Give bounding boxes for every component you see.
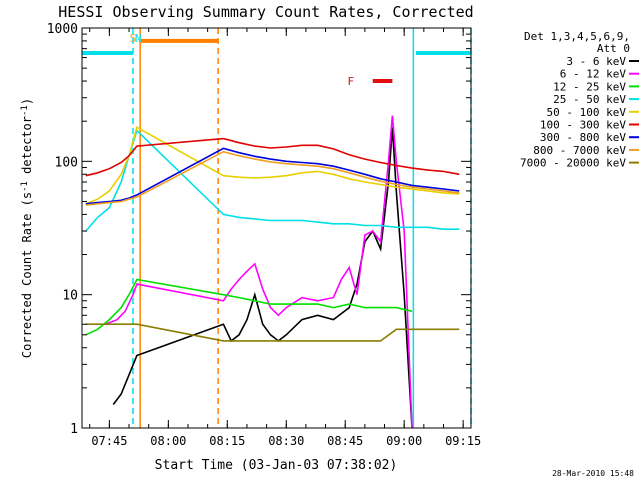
legend-title-line1: Det 1,3,4,5,6,9, [524,30,630,43]
series-line-7000-20000-kev [85,323,460,342]
series-line-3-6-kev [112,127,413,429]
y-tick-label: 1000 [47,22,78,37]
y-axis-label-sup1: -1 [20,181,30,192]
series-line-6-12-kev [105,115,413,429]
y-tick-label: 10 [62,289,78,304]
legend-entry-50-100-kev: 50 - 100 keV [547,106,627,119]
legend-entry-3-6-kev: 3 - 6 keV [566,55,626,68]
y-axis-label-sup2: -1 [20,105,30,116]
y-axis: 1 10 100 1000 [47,22,471,437]
y-tick-label: 100 [55,155,78,170]
plot-frame [81,27,472,429]
series-line-50-100-kev [85,126,460,205]
legend-entry-7000-20000-kev: 7000 - 20000 keV [520,157,626,170]
x-tick-label: 09:15 [445,434,481,448]
legend-entry-25-50-kev: 25 - 50 keV [553,93,626,106]
legend-entry-100-300-kev: 100 - 300 keV [540,119,626,132]
x-tick-label: 09:00 [386,434,422,448]
x-tick-label: 08:45 [327,434,363,448]
annotation-N: N [135,32,142,45]
legend-title-line2: Att 0 [597,42,630,55]
series-layer [85,115,460,429]
y-axis-label-part2: detector [20,116,34,181]
y-axis-label-part1: Corrected Count Rate (s [20,192,34,358]
x-tick-label: 08:15 [209,434,245,448]
series-line-800-7000-kev [85,150,460,206]
y-axis-label-part3: ) [20,98,34,105]
series-line-100-300-kev [85,137,460,177]
x-tick-label: 08:30 [268,434,304,448]
annotation-S: S [130,32,137,45]
x-tick-label: 07:45 [91,434,127,448]
y-tick-label: 1 [70,422,78,437]
annotation-F: F [348,75,355,88]
timestamp: 28-Mar-2010 15:48 [552,469,634,478]
series-line-25-50-kev [85,129,460,232]
series-line-12-25-kev [85,278,413,336]
legend-entry-12-25-kev: 12 - 25 keV [553,80,626,93]
x-axis-label: Start Time (03-Jan-03 07:38:02) [155,458,398,473]
legend-entry-6-12-kev: 6 - 12 keV [560,68,627,81]
legend-entry-800-7000-kev: 800 - 7000 keV [533,144,626,157]
y-axis-label: Corrected Count Rate (s-1 detector-1) [20,98,34,358]
chart-title: HESSI Observing Summary Count Rates, Cor… [58,3,473,21]
x-tick-label: 08:00 [150,434,186,448]
x-axis: 07:45 08:00 08:15 08:30 08:45 09:00 09:15 [89,28,481,448]
series-line-300-800-kev [85,147,460,205]
legend-entry-300-800-kev: 300 - 800 keV [540,131,626,144]
